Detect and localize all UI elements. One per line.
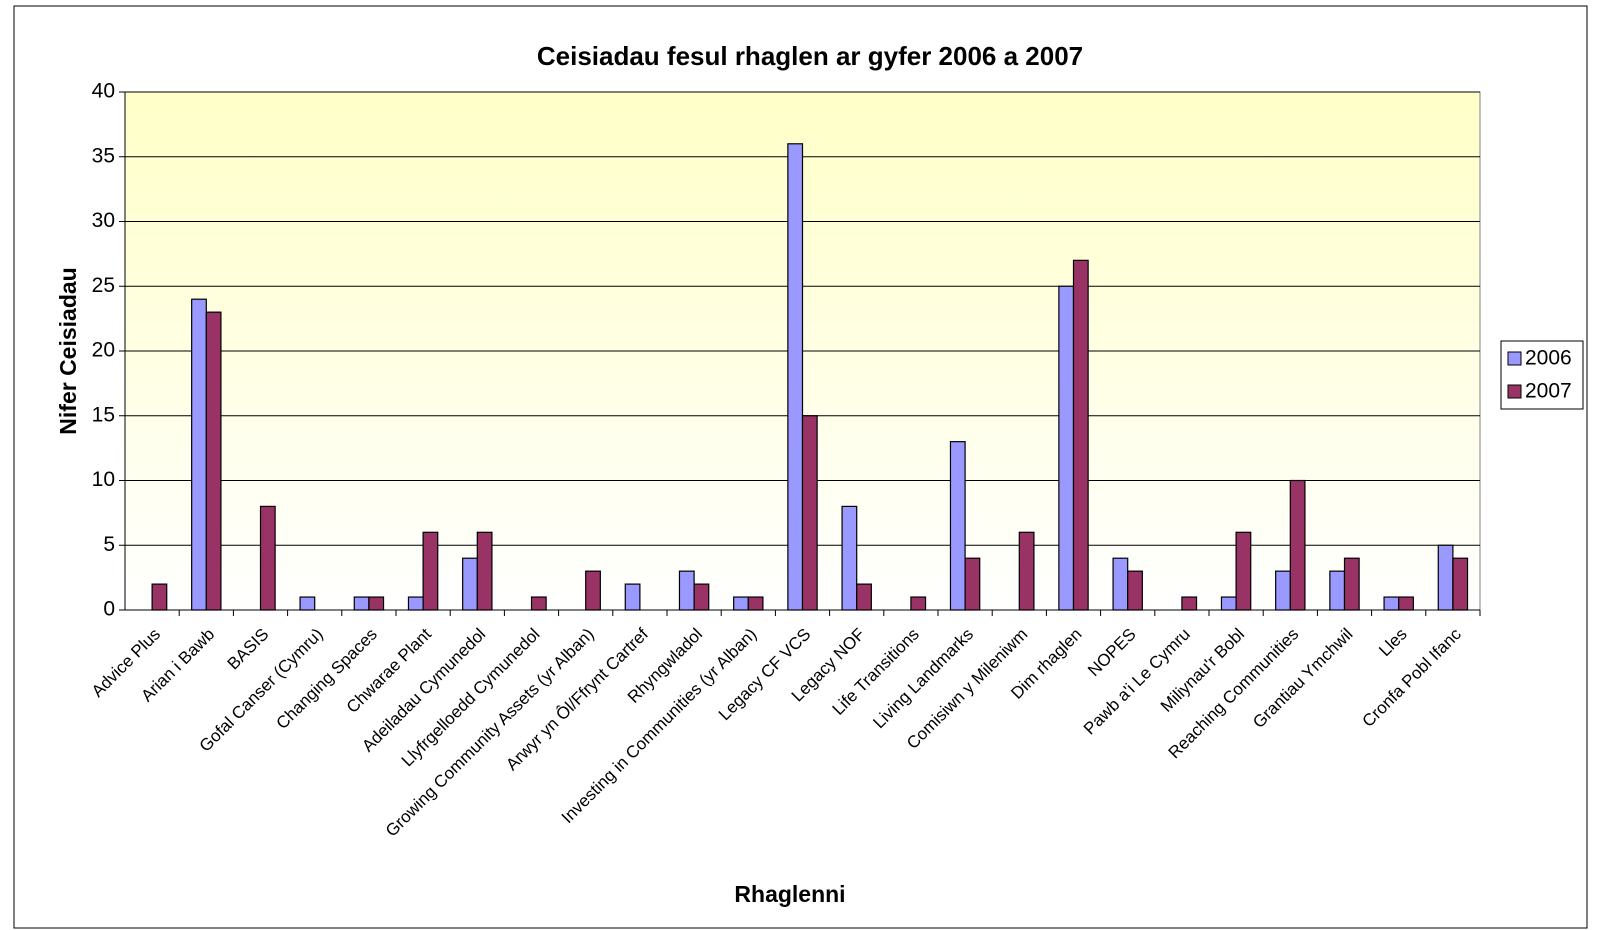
bar bbox=[476, 531, 493, 611]
bar bbox=[949, 441, 966, 611]
x-axis-title: Rhaglenni bbox=[734, 881, 845, 907]
bar bbox=[1018, 531, 1035, 611]
y-tick-label: 35 bbox=[92, 144, 115, 167]
bar bbox=[422, 531, 439, 611]
bar bbox=[1398, 596, 1414, 611]
y-tick-label: 40 bbox=[92, 80, 115, 103]
bar bbox=[585, 570, 601, 611]
y-tick-label: 10 bbox=[92, 468, 115, 491]
chart-title: Ceisiadau fesul rhaglen ar gyfer 2006 a … bbox=[537, 41, 1083, 71]
bar bbox=[1112, 557, 1129, 611]
y-axis-title: Nifer Ceisiadau bbox=[55, 267, 81, 434]
bar bbox=[368, 596, 385, 611]
bar bbox=[151, 583, 168, 611]
bar bbox=[1437, 544, 1454, 611]
y-tick-label: 20 bbox=[92, 339, 115, 362]
y-tick-label: 30 bbox=[92, 209, 115, 232]
bar bbox=[1383, 596, 1400, 611]
legend-label: 2006 bbox=[1525, 347, 1572, 370]
bar bbox=[191, 298, 207, 611]
bar bbox=[1329, 570, 1346, 611]
bar bbox=[910, 596, 927, 611]
bar bbox=[856, 583, 872, 611]
bar bbox=[462, 557, 478, 611]
bar bbox=[1275, 570, 1291, 611]
bar bbox=[1452, 557, 1469, 611]
y-tick-label: 0 bbox=[103, 598, 115, 621]
bar bbox=[259, 505, 276, 611]
y-tick-label: 25 bbox=[92, 274, 115, 297]
bar bbox=[678, 570, 695, 611]
bar bbox=[801, 415, 818, 611]
bar bbox=[733, 596, 749, 611]
bar bbox=[693, 583, 710, 611]
bar bbox=[1181, 596, 1198, 611]
bar bbox=[624, 583, 641, 611]
bar bbox=[1343, 557, 1360, 611]
bar bbox=[1127, 570, 1143, 611]
bar bbox=[1220, 596, 1237, 611]
bar bbox=[841, 505, 858, 611]
bar bbox=[1289, 479, 1306, 611]
bar bbox=[205, 311, 222, 611]
bar bbox=[353, 596, 370, 611]
y-tick-label: 5 bbox=[103, 533, 115, 556]
bar bbox=[1235, 531, 1252, 611]
legend-swatch bbox=[1507, 384, 1522, 399]
bar bbox=[530, 596, 547, 611]
legend-swatch bbox=[1507, 351, 1522, 366]
y-tick-label: 15 bbox=[92, 403, 115, 426]
bar bbox=[747, 596, 764, 611]
bar bbox=[1058, 285, 1075, 611]
bar bbox=[787, 143, 804, 611]
legend-label: 2007 bbox=[1525, 380, 1572, 403]
bar bbox=[407, 596, 424, 611]
bar bbox=[299, 596, 316, 611]
bar bbox=[1072, 259, 1089, 611]
bar bbox=[964, 557, 981, 611]
